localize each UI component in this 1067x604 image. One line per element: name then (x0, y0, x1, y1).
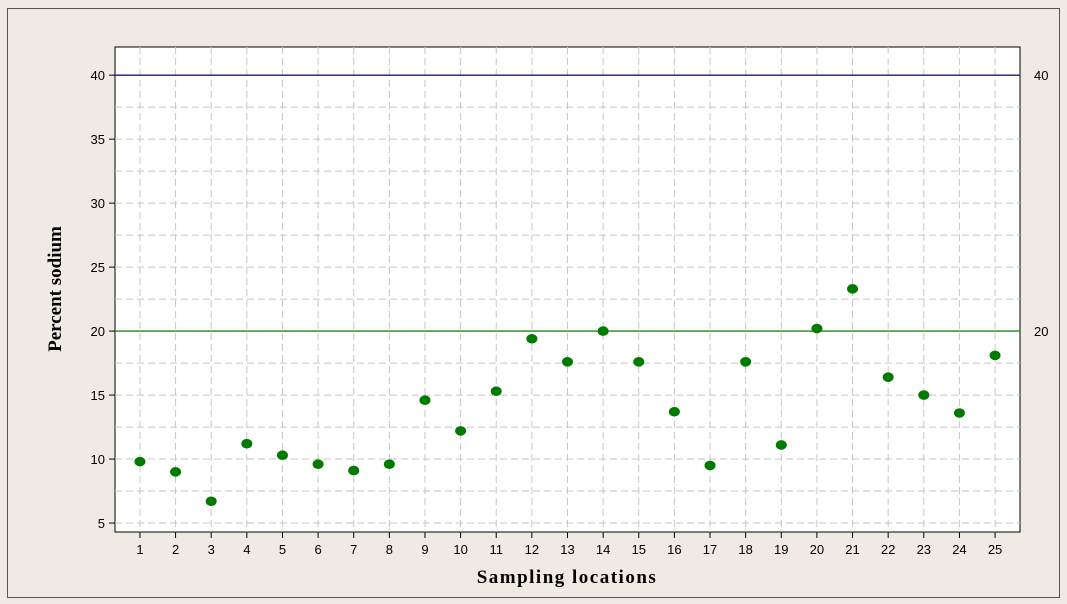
x-tick-label: 23 (917, 542, 931, 557)
data-point (419, 395, 431, 405)
y-axis-ticks: 5 10 15 20 25 30 35 40 (91, 68, 115, 531)
y-tick-label: 10 (91, 452, 105, 467)
data-points (134, 284, 1001, 507)
data-point (276, 450, 288, 461)
x-tick-label: 14 (596, 542, 610, 557)
data-point (811, 323, 823, 334)
x-tick-label: 8 (386, 542, 393, 557)
data-point (740, 357, 752, 367)
data-point (170, 467, 182, 477)
x-tick-label: 25 (988, 542, 1002, 557)
x-tick-label: 7 (350, 542, 357, 557)
data-point (241, 438, 253, 449)
x-tick-label: 19 (774, 542, 788, 557)
x-tick-label: 4 (243, 542, 250, 557)
x-tick-label: 6 (314, 542, 321, 557)
x-tick-label: 24 (952, 542, 966, 557)
y-tick-label: 20 (91, 324, 105, 339)
x-axis-ticks: 1 2 3 4 5 6 7 8 9 10 11 12 13 14 15 16 17 18 19 20 21 22 23 24 2… (136, 532, 1002, 557)
x-tick-label: 3 (208, 542, 215, 557)
data-point (562, 357, 573, 367)
x-tick-label: 12 (525, 542, 539, 557)
data-point (134, 456, 146, 467)
data-point (989, 350, 1001, 361)
data-point (918, 390, 930, 400)
data-point (597, 326, 609, 336)
data-point (348, 465, 360, 476)
x-tick-label: 11 (489, 542, 503, 557)
data-point (383, 459, 395, 469)
x-tick-label: 10 (453, 542, 467, 557)
reference-line-label-40: 40 (1034, 68, 1048, 83)
data-point (312, 459, 324, 469)
data-point (455, 426, 467, 436)
x-tick-label: 18 (738, 542, 752, 557)
x-tick-label: 5 (279, 542, 286, 557)
y-tick-label: 25 (91, 260, 105, 275)
x-tick-label: 22 (881, 542, 895, 557)
data-point (633, 357, 645, 367)
x-tick-label: 17 (703, 542, 717, 557)
data-point (205, 496, 217, 507)
data-point (704, 460, 716, 471)
data-point (668, 406, 680, 417)
x-axis-title: Sampling locations (477, 567, 658, 588)
data-point (490, 386, 502, 397)
x-tick-label: 9 (421, 542, 428, 557)
reference-line-label-20: 20 (1034, 324, 1048, 339)
x-tick-label: 16 (667, 542, 681, 557)
x-tick-label: 1 (136, 542, 143, 557)
x-tick-label: 21 (845, 542, 859, 557)
y-tick-label: 30 (91, 196, 105, 211)
y-tick-label: 5 (98, 516, 105, 531)
y-tick-label: 40 (91, 68, 105, 83)
chart-frame: 40 20 5 10 15 20 25 30 35 40 1 2 3 4 5 6 7 8 9 10 11 12 13 14… (7, 8, 1060, 598)
y-tick-label: 35 (91, 132, 105, 147)
data-point (953, 408, 965, 418)
data-point (526, 333, 538, 344)
x-tick-label: 2 (172, 542, 179, 557)
x-tick-label: 20 (810, 542, 824, 557)
data-point (882, 372, 894, 382)
x-tick-label: 15 (632, 542, 646, 557)
data-point (775, 440, 787, 450)
data-point (847, 284, 859, 294)
reference-lines: 40 20 (115, 68, 1048, 339)
y-tick-label: 15 (91, 388, 105, 403)
y-axis-title: Percent sodium (45, 226, 66, 352)
x-tick-label: 13 (560, 542, 574, 557)
